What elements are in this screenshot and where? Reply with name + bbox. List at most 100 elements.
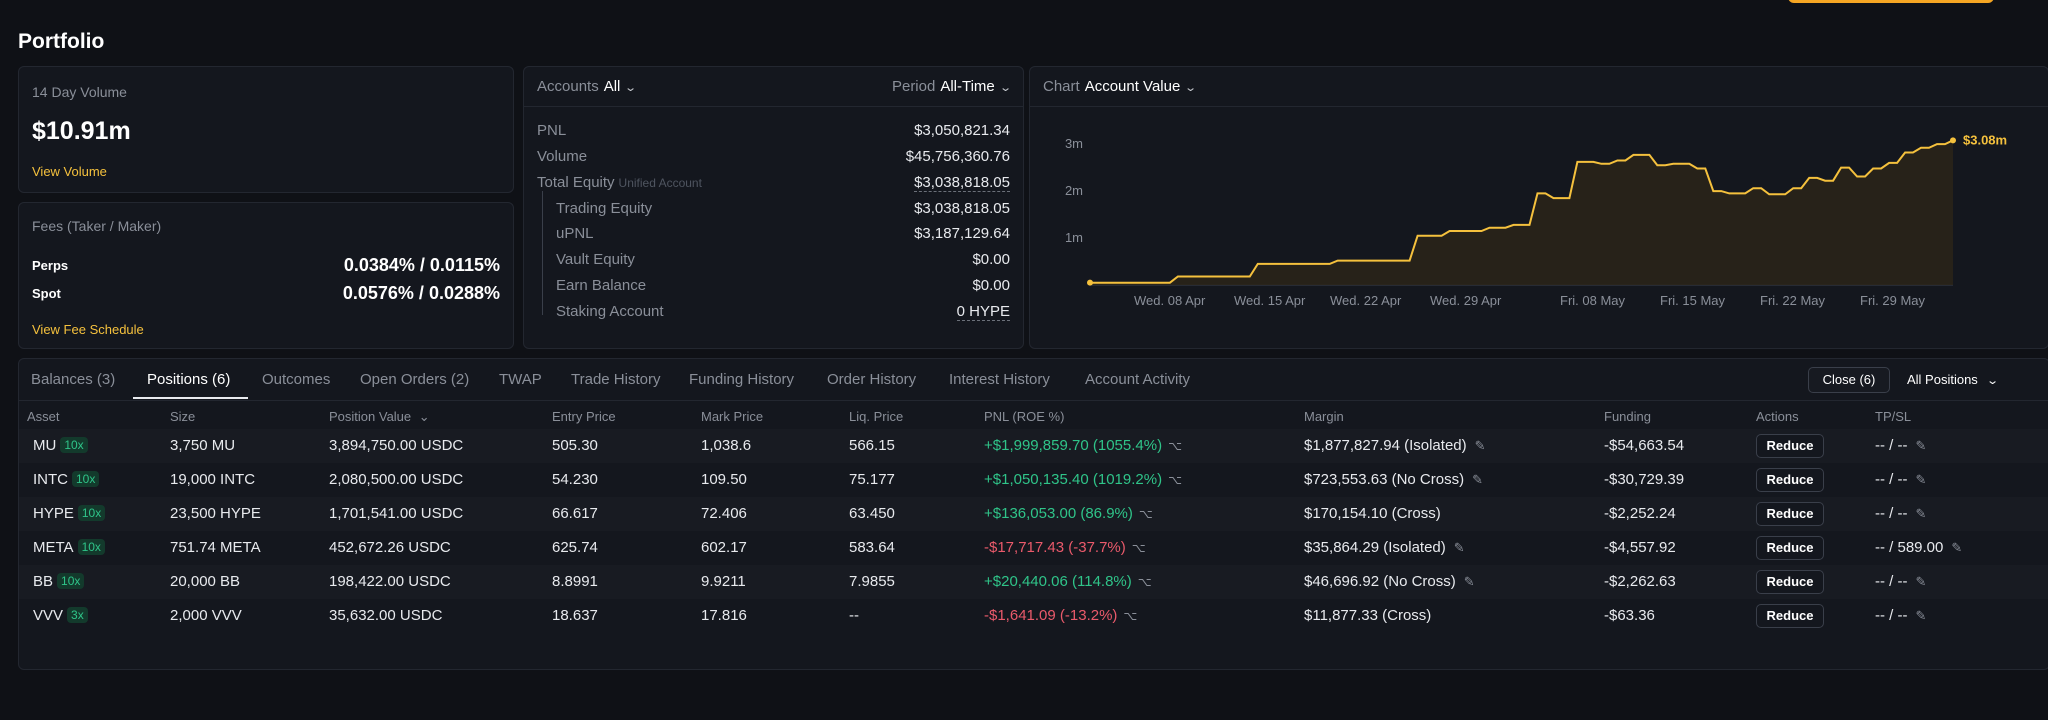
series-line bbox=[1090, 139, 1954, 284]
chevron-down-icon: ⌄ bbox=[998, 82, 1012, 94]
edit-pencil-icon[interactable]: ✎ bbox=[1472, 472, 1483, 487]
page-title: Portfolio bbox=[18, 30, 105, 53]
column-header-entry-price: Entry Price bbox=[552, 409, 616, 424]
tab-twap[interactable]: TWAP bbox=[499, 371, 542, 388]
fee-row-perps-label: Perps bbox=[32, 258, 69, 273]
tab-order-history[interactable]: Order History bbox=[827, 371, 917, 388]
reduce-button[interactable]: Reduce bbox=[1756, 434, 1824, 458]
tab-positions[interactable]: Positions (6) bbox=[147, 371, 231, 388]
earn-balance-value: $0.00 bbox=[972, 277, 1010, 294]
column-header-pnl-roe: PNL (ROE %) bbox=[984, 409, 1065, 424]
tpsl-value: -- / -- bbox=[1875, 437, 1908, 454]
edit-pencil-icon[interactable]: ✎ bbox=[1453, 540, 1465, 555]
tpsl-value: -- / -- bbox=[1875, 505, 1908, 522]
tab-account-activity[interactable]: Account Activity bbox=[1085, 371, 1191, 388]
vault-equity-row: Vault Equity $0.00 bbox=[537, 251, 1010, 271]
reduce-button[interactable]: Reduce bbox=[1756, 502, 1824, 526]
edit-pencil-icon[interactable]: ✎ bbox=[1463, 574, 1475, 589]
leverage-badge[interactable]: 3x bbox=[67, 607, 88, 623]
leverage-badge[interactable]: 10x bbox=[57, 573, 85, 589]
edit-pencil-icon[interactable]: ✎ bbox=[1915, 608, 1927, 623]
pnl-row: PNL $3,050,821.34 bbox=[537, 122, 1010, 142]
margin-cell: $1,877,827.94 (Isolated) ✎ bbox=[1304, 437, 1486, 454]
position-value-cell: 2,080,500.00 USDC bbox=[329, 471, 464, 488]
edit-pencil-icon[interactable]: ✎ bbox=[1915, 438, 1927, 453]
sort-chevron-icon[interactable]: ⌄ bbox=[415, 409, 430, 424]
earn-balance-label: Earn Balance bbox=[556, 277, 647, 294]
column-header-actions: Actions bbox=[1756, 409, 1799, 424]
asset-cell[interactable]: MU 10x bbox=[33, 437, 88, 454]
position-value-cell: 452,672.26 USDC bbox=[329, 539, 451, 556]
pnl-cell: +$20,440.06 (114.8%) ⌥ bbox=[984, 573, 1152, 590]
x-tick-label: Fri. 08 May bbox=[1560, 293, 1626, 308]
top-action-button[interactable] bbox=[1788, 0, 1994, 3]
margin-value: $35,864.29 (Isolated) bbox=[1304, 539, 1446, 556]
volume-row-label: Volume bbox=[537, 148, 588, 165]
liq-price-cell: 7.9855 bbox=[849, 573, 895, 590]
tab-balances[interactable]: Balances (3) bbox=[31, 371, 116, 388]
share-icon[interactable]: ⌥ bbox=[1137, 575, 1152, 589]
column-header-mark-price: Mark Price bbox=[701, 409, 764, 424]
entry-price-cell: 8.8991 bbox=[552, 573, 598, 590]
table-row: META 10x 751.74 META 452,672.26 USDC 625.74 6… bbox=[19, 531, 2048, 565]
pnl-cell: -$17,717.43 (-37.7%) ⌥ bbox=[984, 539, 1146, 556]
pnl-value: +$20,440.06 (114.8%) bbox=[984, 573, 1132, 590]
share-icon[interactable]: ⌥ bbox=[1123, 609, 1138, 623]
share-icon[interactable]: ⌥ bbox=[1131, 541, 1146, 555]
staking-value[interactable]: 0 HYPE bbox=[956, 303, 1010, 321]
share-icon[interactable]: ⌥ bbox=[1168, 439, 1182, 453]
column-header-tp-sl: TP/SL bbox=[1875, 409, 1912, 424]
positions-filter[interactable]: All Positions ⌄ bbox=[1907, 372, 1999, 387]
tab-open-orders[interactable]: Open Orders (2) bbox=[360, 371, 470, 388]
total-equity-value[interactable]: $3,038,818.05 bbox=[914, 174, 1010, 192]
leverage-badge[interactable]: 10x bbox=[77, 505, 106, 521]
x-tick-label: Wed. 22 Apr bbox=[1330, 293, 1402, 308]
tab-interest-history[interactable]: Interest History bbox=[949, 371, 1050, 388]
view-volume-link[interactable]: View Volume bbox=[32, 164, 107, 179]
tpsl-value: -- / 589.00 bbox=[1875, 539, 1944, 556]
edit-pencil-icon[interactable]: ✎ bbox=[1915, 472, 1927, 487]
mark-price-cell: 72.406 bbox=[701, 505, 747, 522]
pnl-value: +$136,053.00 (86.9%) bbox=[984, 505, 1133, 522]
fee-row-spot-label: Spot bbox=[32, 286, 61, 301]
mark-price-cell: 1,038.6 bbox=[701, 437, 752, 454]
asset-cell[interactable]: META 10x bbox=[33, 539, 105, 556]
edit-pencil-icon[interactable]: ✎ bbox=[1915, 506, 1927, 521]
accounts-selector[interactable]: Accounts All ⌄ bbox=[537, 78, 637, 95]
staking-label: Staking Account bbox=[556, 303, 664, 320]
close-all-button[interactable]: Close (6) bbox=[1808, 367, 1890, 393]
table-row: BB 10x 20,000 BB 198,422.00 USDC 8.8991 9.921… bbox=[19, 565, 2048, 599]
asset-name: VVV bbox=[33, 607, 64, 624]
size-cell: 2,000 VVV bbox=[170, 607, 242, 624]
share-icon[interactable]: ⌥ bbox=[1138, 507, 1153, 521]
asset-cell[interactable]: VVV 3x bbox=[33, 607, 88, 624]
volume-card: 14 Day Volume $10.91m View Volume bbox=[18, 66, 514, 193]
edit-pencil-icon[interactable]: ✎ bbox=[1474, 438, 1486, 453]
leverage-badge[interactable]: 10x bbox=[72, 471, 100, 487]
entry-price-cell: 625.74 bbox=[552, 539, 598, 556]
edit-pencil-icon[interactable]: ✎ bbox=[1951, 540, 1963, 555]
reduce-button[interactable]: Reduce bbox=[1756, 468, 1824, 492]
reduce-button[interactable]: Reduce bbox=[1756, 570, 1824, 594]
tab-funding-history[interactable]: Funding History bbox=[689, 371, 795, 388]
asset-cell[interactable]: HYPE 10x bbox=[33, 505, 106, 522]
tpsl-value: -- / -- bbox=[1875, 607, 1908, 624]
asset-cell[interactable]: BB 10x bbox=[33, 573, 85, 590]
tab-trade-history[interactable]: Trade History bbox=[571, 371, 661, 388]
view-fee-schedule-link[interactable]: View Fee Schedule bbox=[32, 322, 144, 337]
y-tick-label: 2m bbox=[1065, 183, 1083, 198]
chart-selector[interactable]: Chart Account Value ⌄ bbox=[1043, 78, 1197, 95]
asset-cell[interactable]: INTC 10x bbox=[33, 471, 100, 488]
tab-outcomes[interactable]: Outcomes bbox=[262, 371, 331, 388]
margin-value: $170,154.10 (Cross) bbox=[1304, 505, 1441, 522]
leverage-badge[interactable]: 10x bbox=[60, 437, 88, 453]
share-icon[interactable]: ⌥ bbox=[1168, 473, 1182, 487]
accounts-selector-label: Accounts bbox=[537, 78, 599, 95]
edit-pencil-icon[interactable]: ✎ bbox=[1915, 574, 1927, 589]
leverage-badge[interactable]: 10x bbox=[77, 539, 105, 555]
column-header-position-value[interactable]: Position Value ⌄ bbox=[329, 409, 430, 424]
period-selector[interactable]: Period All-Time ⌄ bbox=[892, 78, 1012, 95]
x-tick-label: Wed. 29 Apr bbox=[1430, 293, 1502, 308]
reduce-button[interactable]: Reduce bbox=[1756, 604, 1824, 628]
reduce-button[interactable]: Reduce bbox=[1756, 536, 1824, 560]
